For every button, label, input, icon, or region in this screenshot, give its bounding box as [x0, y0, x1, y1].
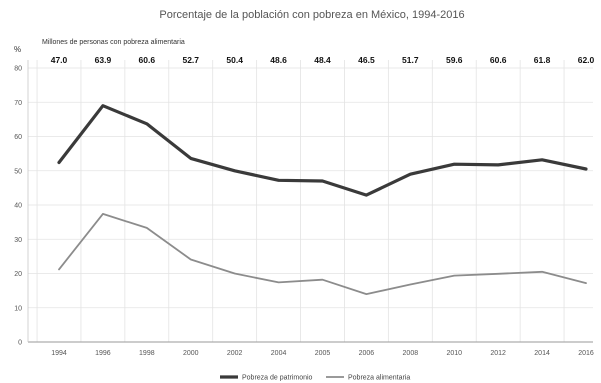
millions-label: 47.0 [51, 55, 68, 65]
millions-label: 59.6 [446, 55, 463, 65]
millions-label: 61.8 [534, 55, 551, 65]
y-axis-label: % [14, 45, 21, 54]
millions-label: 63.9 [95, 55, 112, 65]
x-tick-label: 2008 [403, 350, 419, 357]
x-tick-label: 2012 [490, 350, 506, 357]
legend: Pobreza de patrimonio Pobreza alimentaria [220, 375, 410, 382]
x-tick-label: 2004 [271, 350, 287, 357]
x-tick-label: 2016 [578, 350, 594, 357]
y-tick-label: 70 [14, 100, 22, 107]
y-tick-label: 80 [14, 66, 22, 73]
x-tick-label: 2005 [315, 350, 331, 357]
series-lines [57, 104, 588, 296]
x-tick-label: 2002 [227, 350, 243, 357]
millions-label: 62.0 [578, 55, 595, 65]
y-tick-label: 0 [18, 340, 22, 347]
y-tick-label: 30 [14, 237, 22, 244]
millions-label: 46.5 [358, 55, 375, 65]
chart-subtitle: Millones de personas con pobreza aliment… [42, 39, 185, 46]
legend-label: Pobreza alimentaria [348, 375, 410, 382]
series-line-2 [58, 212, 587, 296]
x-tick-label: 2006 [359, 350, 375, 357]
millions-labels: 47.0 63.9 60.6 52.7 50.4 48.6 48.4 46.5 51.7 59.6… [51, 55, 595, 65]
axes [27, 60, 593, 343]
tick-labels: 0 10 20 30 40 50 60 70 80 1994 1996 1998 2000 2002 200… [14, 66, 594, 358]
y-tick-label: 10 [14, 305, 22, 312]
chart-title: Porcentaje de la población con pobreza e… [159, 9, 464, 21]
millions-label: 60.6 [139, 55, 156, 65]
millions-label: 51.7 [402, 55, 419, 65]
y-tick-label: 50 [14, 168, 22, 175]
millions-label: 60.6 [490, 55, 507, 65]
series-line-1 [57, 104, 588, 197]
x-tick-label: 2000 [183, 350, 199, 357]
millions-label: 48.6 [270, 55, 287, 65]
legend-label: Pobreza de patrimonio [242, 375, 313, 382]
millions-label: 48.4 [314, 55, 331, 65]
x-tick-label: 1998 [139, 350, 155, 357]
millions-label: 50.4 [226, 55, 243, 65]
y-tick-label: 60 [14, 134, 22, 141]
y-tick-label: 20 [14, 271, 22, 278]
x-tick-label: 2010 [446, 350, 462, 357]
x-tick-label: 2014 [534, 350, 550, 357]
x-tick-label: 1996 [95, 350, 111, 357]
y-tick-label: 40 [14, 203, 22, 210]
grid-lines [28, 60, 593, 342]
millions-label: 52.7 [182, 55, 199, 65]
x-tick-label: 1994 [51, 350, 67, 357]
